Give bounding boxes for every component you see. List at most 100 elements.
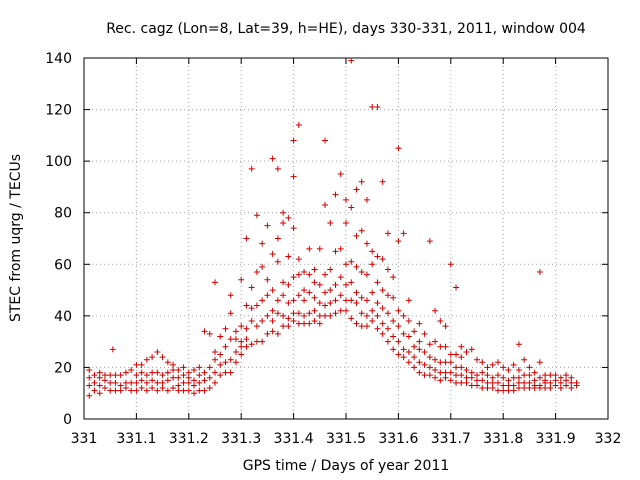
- data-point: [369, 289, 376, 296]
- data-point: [395, 351, 402, 358]
- data-point: [269, 307, 276, 314]
- data-point: [416, 359, 423, 366]
- data-point: [510, 387, 517, 394]
- data-point: [227, 336, 234, 343]
- y-axis-label: STEC from uqrg / TECUs: [8, 154, 24, 322]
- data-point: [133, 361, 140, 368]
- data-point: [358, 227, 365, 234]
- data-point: [563, 377, 570, 384]
- data-point: [285, 214, 292, 221]
- data-point: [311, 279, 318, 286]
- data-point: [521, 379, 528, 386]
- data-point: [217, 361, 224, 368]
- data-point: [322, 289, 329, 296]
- data-point: [143, 387, 150, 394]
- data-point: [474, 356, 480, 363]
- data-point: [416, 346, 423, 353]
- x-tick-label: 332: [595, 431, 622, 447]
- data-point: [159, 379, 166, 386]
- data-point: [390, 274, 397, 281]
- data-point: [290, 137, 297, 144]
- data-point: [474, 382, 480, 389]
- data-point: [175, 382, 182, 389]
- data-point: [395, 307, 402, 314]
- data-point: [138, 385, 145, 392]
- data-point: [536, 359, 543, 366]
- data-point: [332, 297, 339, 304]
- data-point: [447, 351, 454, 358]
- data-point: [117, 372, 124, 379]
- data-point: [201, 369, 208, 376]
- data-point: [133, 379, 140, 386]
- data-point: [311, 294, 318, 301]
- data-point: [374, 103, 381, 110]
- data-point: [327, 220, 334, 227]
- data-point: [510, 374, 517, 381]
- data-point: [468, 369, 475, 376]
- data-point: [521, 356, 528, 363]
- data-point: [264, 292, 271, 299]
- data-point: [384, 338, 391, 345]
- data-point: [437, 369, 444, 376]
- data-point: [343, 307, 349, 314]
- y-tick-label: 60: [54, 257, 72, 273]
- data-point: [531, 377, 538, 384]
- data-point: [432, 356, 439, 363]
- data-point: [379, 330, 386, 337]
- data-point: [405, 333, 412, 340]
- data-point: [484, 385, 491, 392]
- data-point: [170, 367, 177, 374]
- data-point: [437, 343, 444, 350]
- data-point: [143, 379, 150, 386]
- data-point: [212, 348, 218, 355]
- data-point: [180, 387, 187, 394]
- data-point: [526, 379, 533, 386]
- data-point: [91, 387, 98, 394]
- data-point: [432, 338, 439, 345]
- data-point: [269, 318, 276, 325]
- data-point: [489, 361, 496, 368]
- data-point: [500, 374, 507, 381]
- data-point: [505, 382, 512, 389]
- data-point: [489, 379, 496, 386]
- data-point: [489, 385, 496, 392]
- data-point: [285, 299, 292, 306]
- x-tick-label: 331.1: [116, 431, 156, 447]
- data-point: [248, 165, 255, 172]
- data-point: [306, 271, 313, 278]
- data-point: [405, 359, 412, 366]
- data-point: [337, 171, 344, 178]
- x-tick-label: 331.2: [169, 431, 209, 447]
- data-point: [149, 385, 156, 392]
- data-point: [358, 323, 365, 330]
- data-point: [458, 372, 465, 379]
- data-point: [295, 292, 302, 299]
- data-point: [243, 302, 250, 309]
- data-point: [180, 379, 187, 386]
- data-point: [458, 354, 465, 361]
- data-point: [374, 312, 381, 319]
- data-point: [274, 258, 281, 265]
- x-tick-label: 331.5: [326, 431, 366, 447]
- data-point: [447, 369, 454, 376]
- data-point: [290, 297, 297, 304]
- data-point: [191, 367, 198, 374]
- data-point: [348, 204, 355, 211]
- data-point: [164, 359, 171, 366]
- data-point: [170, 361, 177, 368]
- data-point: [542, 372, 549, 379]
- data-point: [337, 292, 344, 299]
- data-point: [290, 310, 297, 317]
- data-point: [96, 369, 103, 376]
- data-point: [280, 220, 287, 227]
- data-point: [547, 385, 554, 392]
- data-point: [290, 274, 297, 281]
- data-point: [175, 387, 182, 394]
- data-point: [521, 385, 528, 392]
- x-tick-label: 331: [71, 431, 98, 447]
- data-point: [421, 361, 428, 368]
- data-point: [531, 369, 538, 376]
- data-point: [227, 292, 234, 299]
- data-point: [416, 369, 423, 376]
- data-point: [149, 354, 156, 361]
